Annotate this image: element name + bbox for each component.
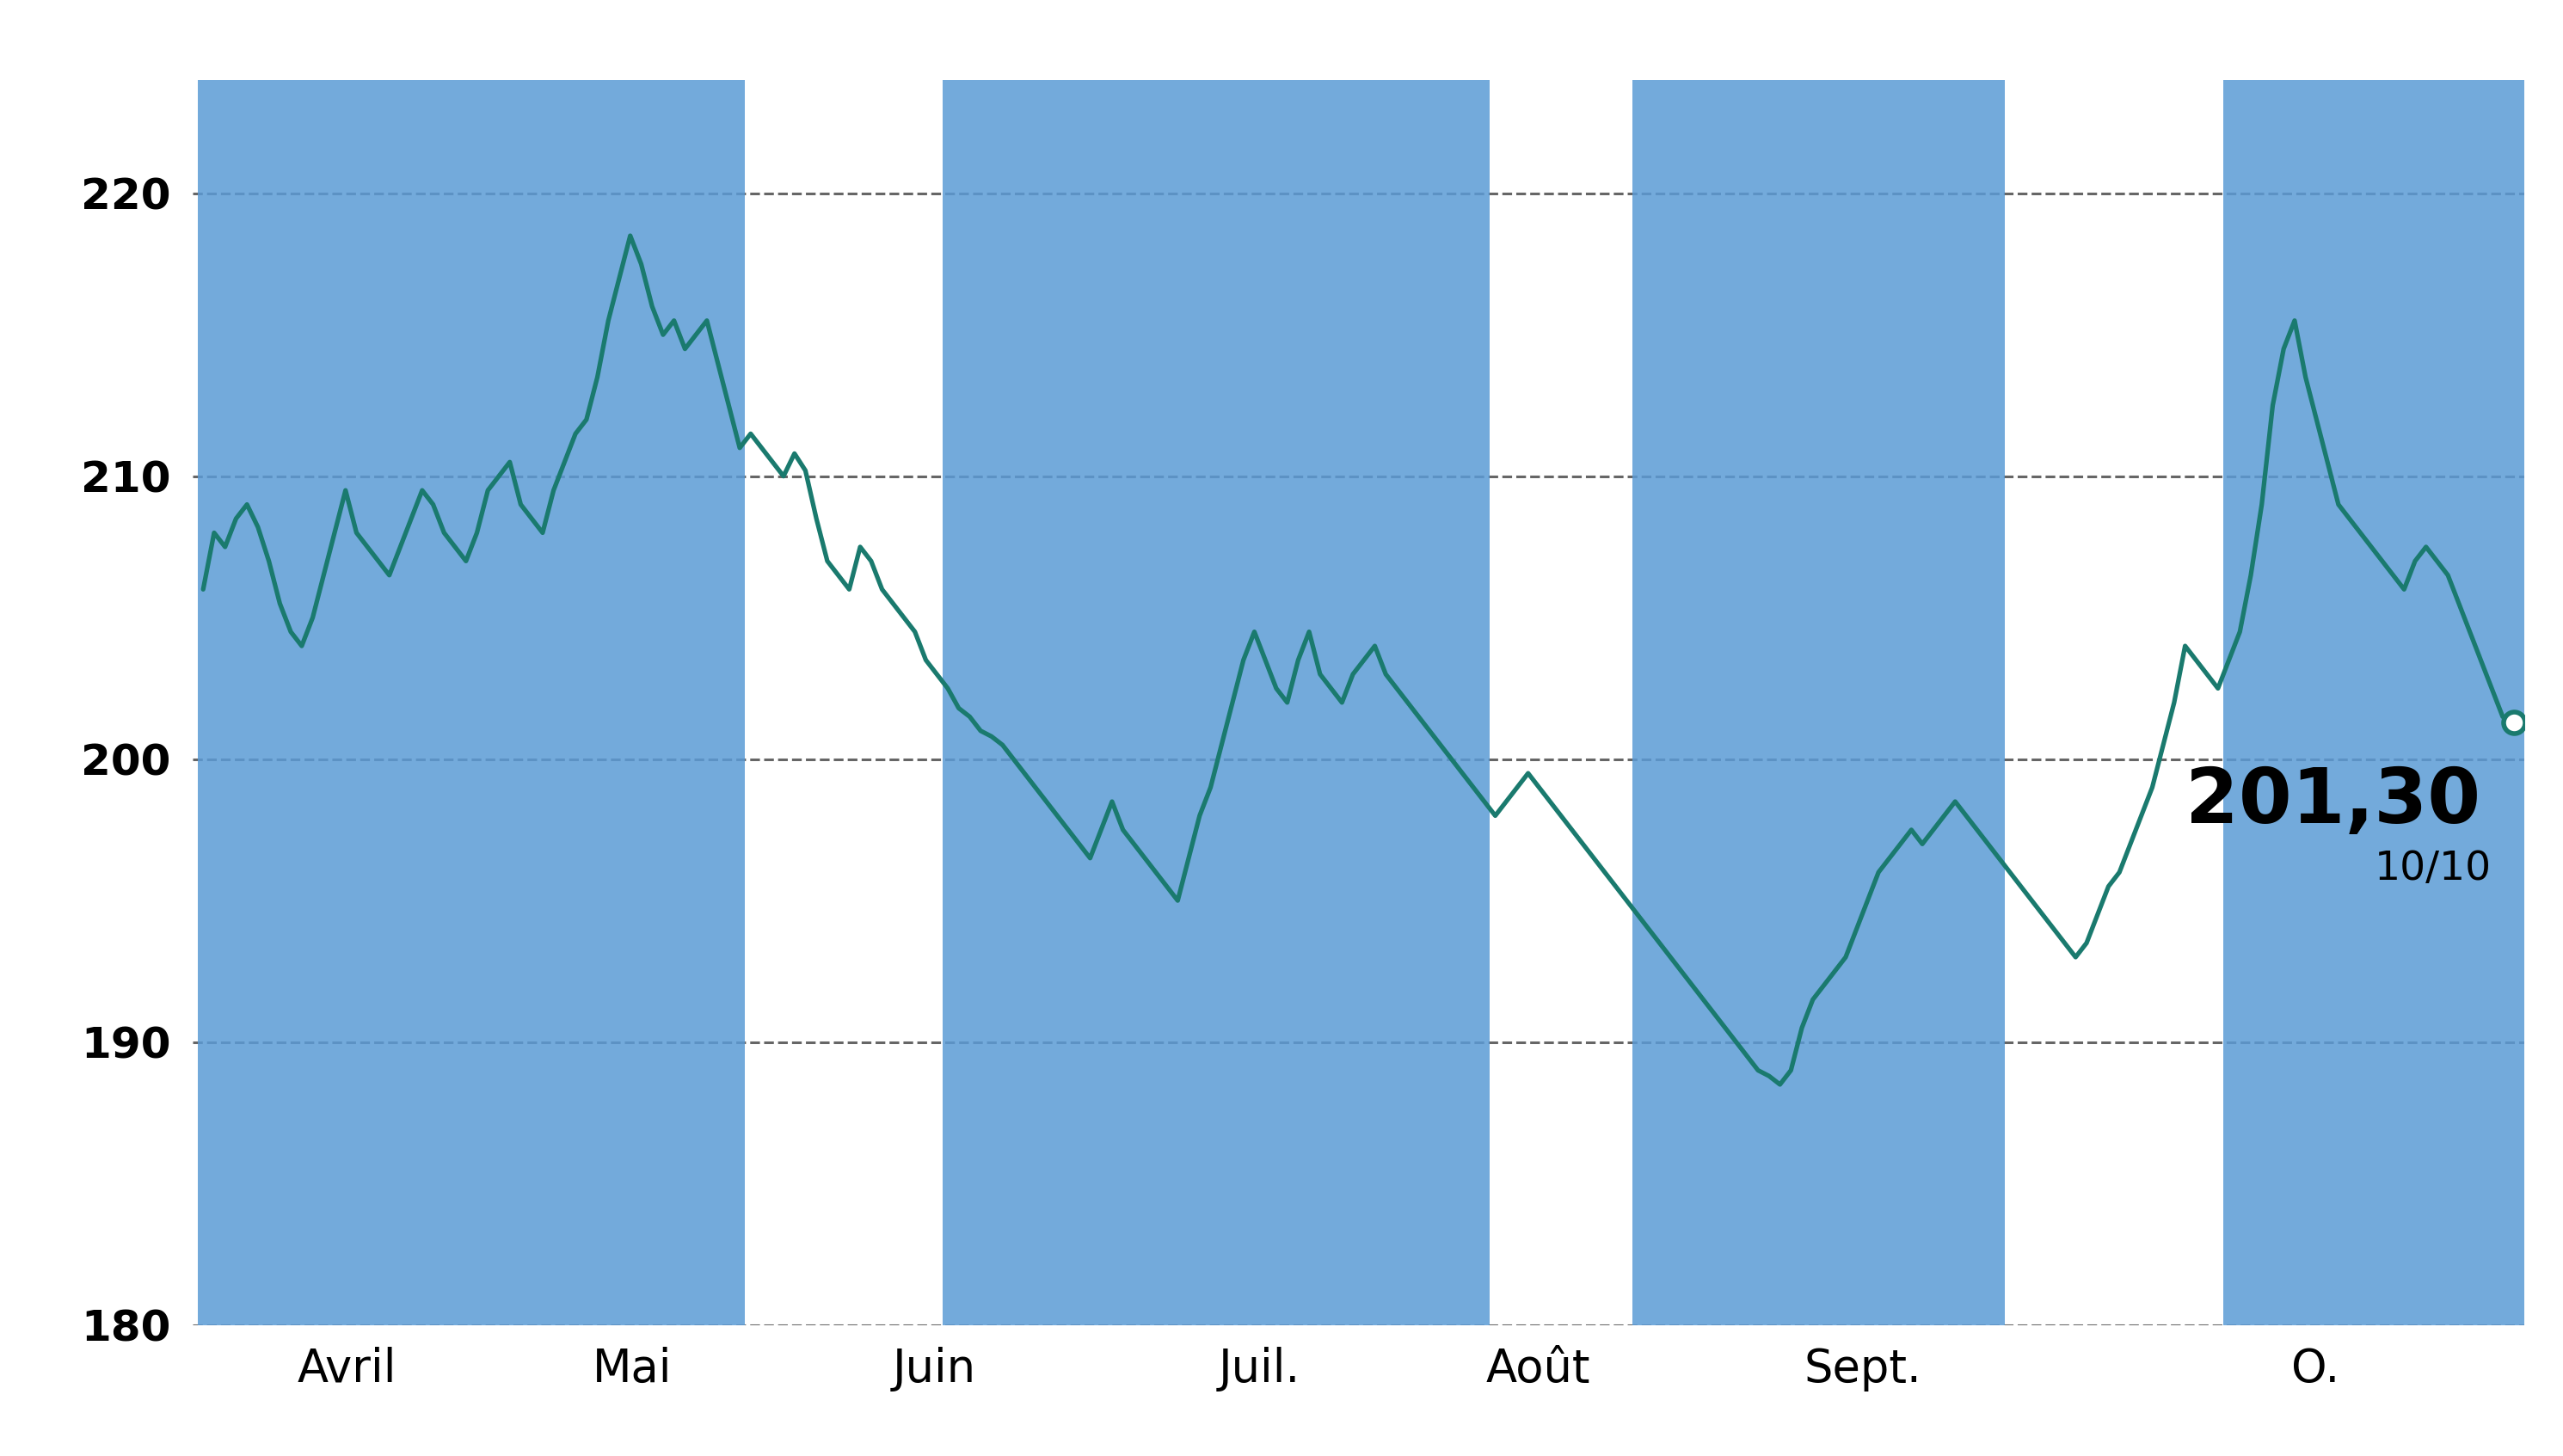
Bar <box>197 80 746 1325</box>
Bar <box>2225 80 2563 1325</box>
Text: 201,30: 201,30 <box>2186 764 2481 840</box>
Text: SAFRAN: SAFRAN <box>1087 13 1476 96</box>
Text: 10/10: 10/10 <box>2376 850 2491 888</box>
Bar <box>1633 80 2004 1325</box>
Bar <box>943 80 1489 1325</box>
